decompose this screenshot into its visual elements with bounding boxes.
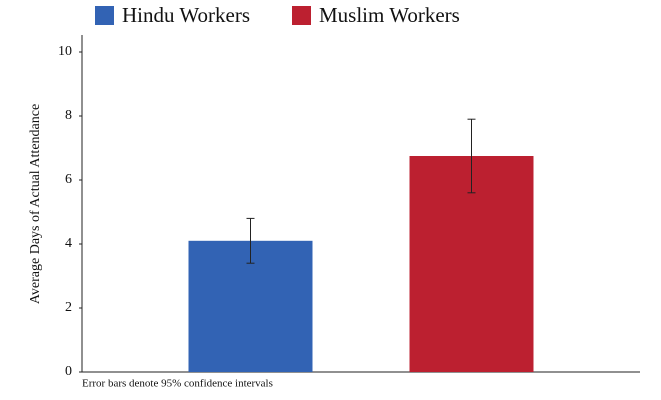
y-tick-label: 6 [65, 172, 72, 187]
legend-label: Hindu Workers [122, 3, 250, 27]
annotation: Error bars denote 95% confidence interva… [82, 378, 273, 390]
y-axis-label: Average Days of Actual Attendance [28, 104, 43, 304]
y-tick-label: 8 [65, 108, 72, 123]
y-tick-label: 10 [58, 44, 72, 59]
y-tick-label: 0 [65, 364, 72, 379]
y-tick-label: 4 [65, 236, 72, 251]
legend-label: Muslim Workers [319, 3, 460, 27]
y-tick-label: 2 [65, 300, 72, 315]
legend-swatch [292, 6, 311, 25]
legend-swatch [95, 6, 114, 25]
error-bar [467, 118, 476, 194]
error-bar [246, 217, 255, 264]
